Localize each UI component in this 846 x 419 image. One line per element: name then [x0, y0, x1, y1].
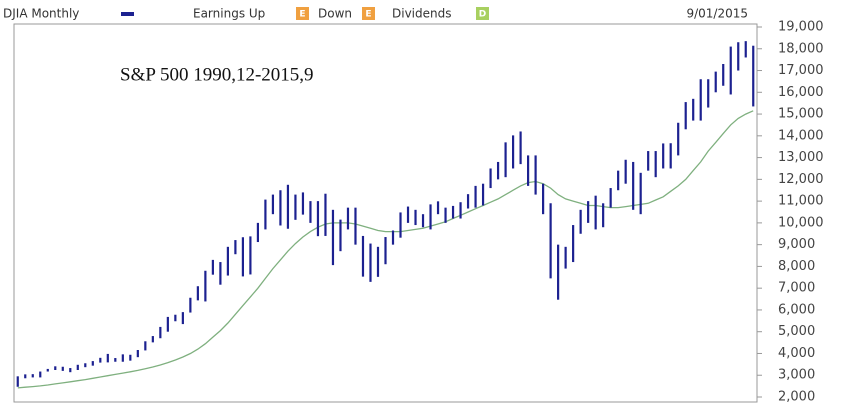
moving-average	[17, 110, 754, 389]
y-tick-label: 11,000	[778, 194, 824, 209]
legend-icon-letter: E	[299, 10, 305, 20]
legend-icon-letter: E	[365, 10, 371, 20]
date-label: 9/01/2015	[686, 7, 748, 21]
legend-icon	[362, 7, 375, 20]
y-tick-label: 15,000	[778, 107, 824, 122]
legend-icon	[296, 7, 309, 20]
y-tick-label: 3,000	[778, 368, 815, 383]
legend-label: Dividends	[392, 7, 451, 21]
y-tick-label: 14,000	[778, 128, 824, 143]
y-tick-label: 12,000	[778, 172, 824, 187]
y-tick-label: 6,000	[778, 302, 815, 317]
y-tick-label: 16,000	[778, 85, 824, 100]
y-tick-label: 5,000	[778, 324, 815, 339]
legend-label: DJIA Monthly	[3, 7, 79, 21]
plot-frame	[13, 23, 758, 403]
legend-icon-letter: D	[479, 10, 486, 20]
legend-swatch	[121, 12, 134, 16]
legend-label: Earnings Up	[193, 7, 265, 21]
y-tick-label: 7,000	[778, 281, 815, 296]
y-tick-label: 9,000	[778, 237, 815, 252]
y-tick-label: 2,000	[778, 390, 815, 405]
y-tick-label: 18,000	[778, 41, 824, 56]
legend-label: Down	[318, 7, 352, 21]
y-tick-label: 17,000	[778, 63, 824, 78]
annotation: S&P 500 1990,12-2015,9	[120, 64, 314, 85]
y-tick-label: 8,000	[778, 259, 815, 274]
y-tick-label: 13,000	[778, 150, 824, 165]
y-tick-label: 19,000	[778, 20, 824, 35]
y-tick-label: 10,000	[778, 215, 824, 230]
y-tick-label: 4,000	[778, 346, 815, 361]
legend-icon	[476, 7, 489, 20]
